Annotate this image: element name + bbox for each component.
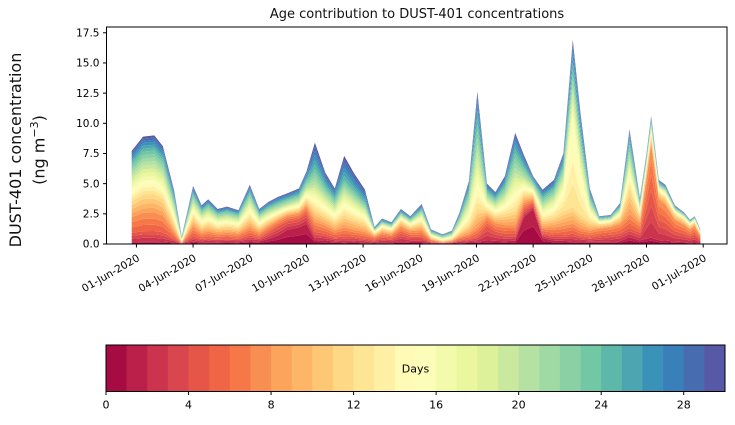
colorbar-tick-label: 28 [677, 399, 691, 412]
y-tick-label: 12.5 [76, 88, 99, 100]
colorbar-cell [621, 345, 643, 392]
colorbar: 0 4 8 12 16 20 24 28 Days [103, 344, 726, 412]
x-tick-label-date: 07-Jun-2020 [193, 252, 255, 295]
x-tick-label-date: 01-Jul-2020 [650, 252, 709, 293]
colorbar-cell [580, 345, 602, 392]
y-axis-label: DUST-401 concentration (ng m−3) [5, 53, 51, 248]
axes [106, 26, 728, 245]
colorbar-cell [106, 345, 127, 392]
colorbar-cell [250, 345, 272, 392]
y-tick-label: 2.5 [83, 209, 100, 221]
colorbar-cell [518, 345, 540, 392]
y-tick-label: 10.0 [76, 118, 99, 130]
age-band-2-days [131, 207, 701, 244]
colorbar-cell [312, 345, 334, 392]
y-tick-label: 0.0 [83, 239, 100, 251]
colorbar-cell [188, 345, 210, 392]
y-axis-label-line1: DUST-401 concentration [5, 52, 25, 248]
y-axis-ticks: 0.0 2.5 5.0 7.5 10.0 12.5 15.0 17.5 [76, 27, 107, 251]
age-band-11-days [131, 135, 701, 243]
x-axis-ticks: 01-Jun-202004-Jun-202007-Jun-202010-Jun-… [80, 244, 709, 295]
age-band-28-days [131, 44, 701, 238]
age-band-0-days [131, 226, 701, 244]
x-tick-label-date: 22-Jun-2020 [477, 252, 539, 295]
colorbar-tick-label: 4 [185, 399, 192, 412]
colorbar-label: Days [402, 362, 430, 375]
colorbar-tick-label: 8 [268, 399, 275, 412]
colorbar-cell [271, 345, 293, 392]
plot-spines [106, 26, 728, 245]
x-tick-label-date: 19-Jun-2020 [420, 252, 482, 295]
colorbar-cell [353, 345, 375, 392]
x-tick-label-date: 25-Jun-2020 [533, 252, 595, 295]
colorbar-cell [456, 345, 478, 392]
y-axis-label-units-suffix: ) [29, 115, 49, 122]
colorbar-cell [229, 345, 251, 392]
x-tick-label-date: 13-Jun-2020 [307, 252, 369, 295]
colorbar-cell [539, 345, 561, 392]
age-band-4-days [131, 190, 701, 244]
colorbar-cell [332, 345, 354, 392]
age-band-8-days [131, 141, 701, 243]
age-band-3-days [131, 205, 701, 244]
colorbar-cell [291, 345, 313, 392]
colorbar-cell [477, 345, 499, 392]
colorbar-cell [683, 345, 705, 392]
colorbar-cell [704, 345, 726, 392]
x-tick-label-date: 10-Jun-2020 [250, 252, 312, 295]
y-tick-label: 17.5 [76, 27, 99, 39]
colorbar-cell [498, 345, 520, 392]
colorbar-cell [167, 345, 189, 392]
colorbar-tick-label: 16 [429, 399, 443, 412]
colorbar-cell [209, 345, 231, 392]
colorbar-cell [415, 345, 437, 392]
colorbar-cell [147, 345, 169, 392]
y-axis-label-units-prefix: (ng m [29, 137, 49, 185]
colorbar-tick-label: 24 [594, 399, 608, 412]
age-band-1-days [131, 208, 701, 244]
colorbar-cell [663, 345, 685, 392]
colorbar-tick-label: 0 [103, 399, 110, 412]
x-tick-label-date: 01-Jun-2020 [80, 252, 142, 295]
colorbar-cell [601, 345, 623, 392]
colorbar-tick-label: 12 [347, 399, 361, 412]
colorbar-cell [126, 345, 148, 392]
y-tick-label: 5.0 [83, 178, 100, 190]
chart-title: Age contribution to DUST-401 concentrati… [269, 7, 565, 22]
colorbar-cell [436, 345, 458, 392]
y-tick-label: 15.0 [76, 58, 99, 70]
x-tick-label-date: 28-Jun-2020 [590, 252, 652, 295]
x-tick-label-date: 16-Jun-2020 [363, 252, 425, 295]
age-band-7-days [131, 144, 701, 244]
x-tick-label-date: 04-Jun-2020 [137, 252, 199, 295]
colorbar-cell [559, 345, 581, 392]
colorbar-cell [642, 345, 664, 392]
colorbar-outline [105, 344, 726, 392]
y-axis-label-exponent: −3 [28, 121, 42, 138]
colorbar-tick-label: 20 [512, 399, 526, 412]
colorbar-cell [394, 345, 416, 392]
age-band-29-days [131, 40, 701, 237]
y-tick-label: 7.5 [83, 148, 100, 160]
colorbar-cell [374, 345, 396, 392]
stacked-area-bands [131, 40, 701, 244]
